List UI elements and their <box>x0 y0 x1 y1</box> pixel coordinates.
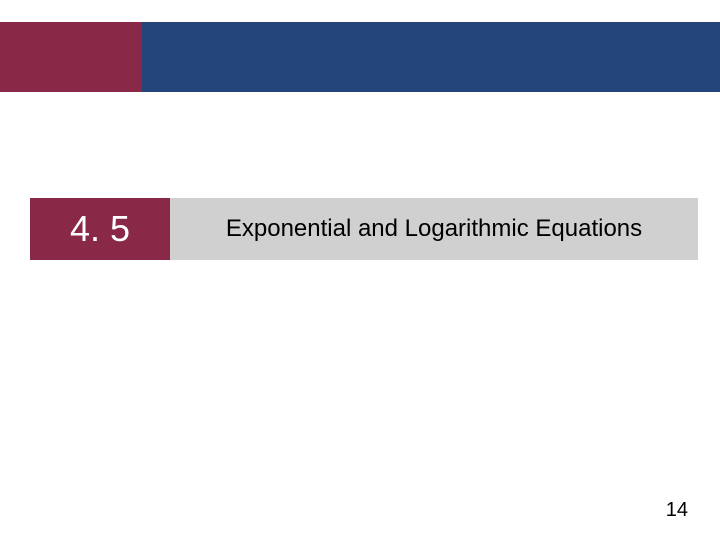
header-left-block <box>0 22 142 92</box>
section-band: 4. 5 Exponential and Logarithmic Equatio… <box>30 198 698 260</box>
section-title: Exponential and Logarithmic Equations <box>170 198 698 260</box>
header-band <box>0 22 720 92</box>
page-number: 14 <box>666 499 688 522</box>
section-number: 4. 5 <box>30 198 170 260</box>
header-right-block <box>142 22 720 92</box>
